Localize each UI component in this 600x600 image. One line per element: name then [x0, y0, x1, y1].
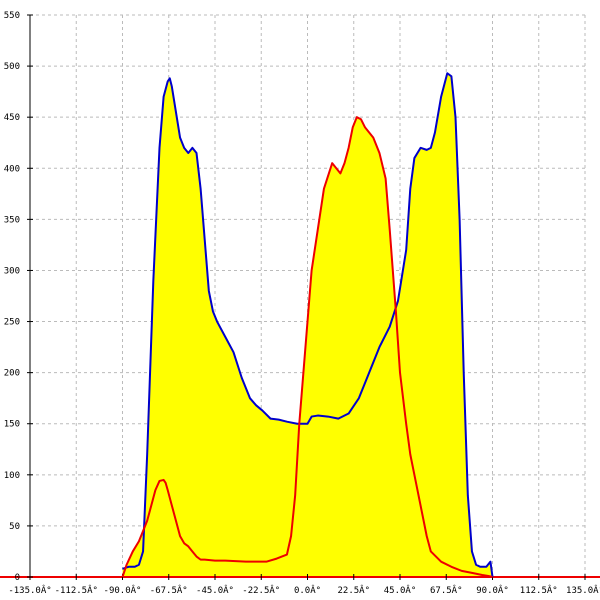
x-tick-label: -90.0Â°	[104, 584, 142, 596]
series-line-0	[122, 72, 494, 578]
x-tick-label: 22.5Â°	[337, 584, 370, 596]
series-layer	[121, 72, 494, 578]
y-tick-label: 300	[4, 266, 20, 276]
y-tick-label: 350	[4, 215, 20, 225]
x-tick-label: 135.0Â°	[566, 584, 600, 596]
x-tick-label: -67.5Â°	[150, 584, 188, 596]
x-tick-label: 112.5Â°	[520, 584, 558, 596]
y-tick-label: 550	[4, 11, 20, 21]
x-tick-label: 0.0Â°	[294, 584, 321, 596]
y-tick-label: 250	[4, 318, 20, 328]
x-tick-label: 45.0Â°	[384, 584, 417, 596]
y-tick-label: 500	[4, 62, 20, 72]
y-tick-label: 50	[9, 522, 20, 532]
series-line-1	[121, 116, 493, 578]
y-tick-label: 400	[4, 164, 20, 174]
y-tick-label: 450	[4, 113, 20, 123]
axes	[0, 14, 600, 580]
x-tick-label: -112.5Â°	[55, 584, 98, 596]
y-tick-label: 0	[15, 573, 20, 583]
x-tick-label: 67.5Â°	[430, 584, 463, 596]
y-tick-label: 200	[4, 369, 20, 379]
x-tick-label: -22.5Â°	[242, 584, 280, 596]
x-tick-label: 90.0Â°	[476, 584, 509, 596]
y-tick-label: 100	[4, 471, 20, 481]
y-tick-label: 150	[4, 420, 20, 430]
tick-labels: -135.0Â° -112.5Â° -90.0Â° -67.5Â° -45.0Â° -22…	[4, 11, 600, 596]
x-tick-label: -135.0Â°	[8, 584, 51, 596]
x-tick-label: -45.0Â°	[196, 584, 234, 596]
